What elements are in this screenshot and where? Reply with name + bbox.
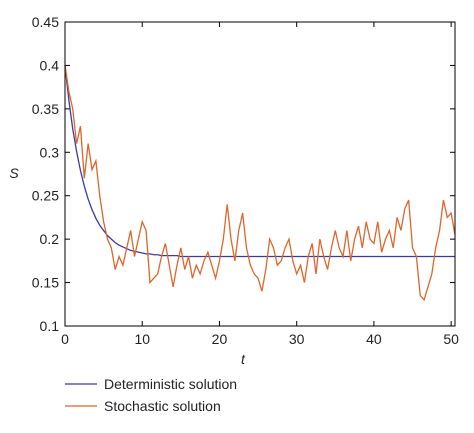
y-tick-label: 0.3 bbox=[40, 144, 60, 160]
x-tick-label: 0 bbox=[61, 331, 69, 347]
y-tick-label: 0.35 bbox=[32, 101, 59, 117]
x-tick-label: 40 bbox=[366, 331, 382, 347]
y-axis-label: S bbox=[9, 165, 19, 181]
y-tick-label: 0.25 bbox=[32, 188, 59, 204]
y-tick-label: 0.15 bbox=[32, 275, 59, 291]
legend-label: Deterministic solution bbox=[104, 376, 237, 392]
y-tick-label: 0.4 bbox=[40, 57, 60, 73]
legend-label: Stochastic solution bbox=[104, 398, 221, 414]
y-tick-label: 0.2 bbox=[40, 231, 60, 247]
x-tick-label: 20 bbox=[212, 331, 228, 347]
y-tick-label: 0.1 bbox=[40, 318, 60, 334]
y-tick-label: 0.45 bbox=[32, 14, 59, 30]
x-tick-label: 10 bbox=[134, 331, 150, 347]
series-line bbox=[64, 65, 456, 302]
x-tick-label: 50 bbox=[443, 331, 459, 347]
plot-frame bbox=[64, 21, 456, 327]
series-line bbox=[64, 65, 455, 258]
x-tick-label: 30 bbox=[289, 331, 305, 347]
x-axis-label: t bbox=[241, 351, 246, 367]
